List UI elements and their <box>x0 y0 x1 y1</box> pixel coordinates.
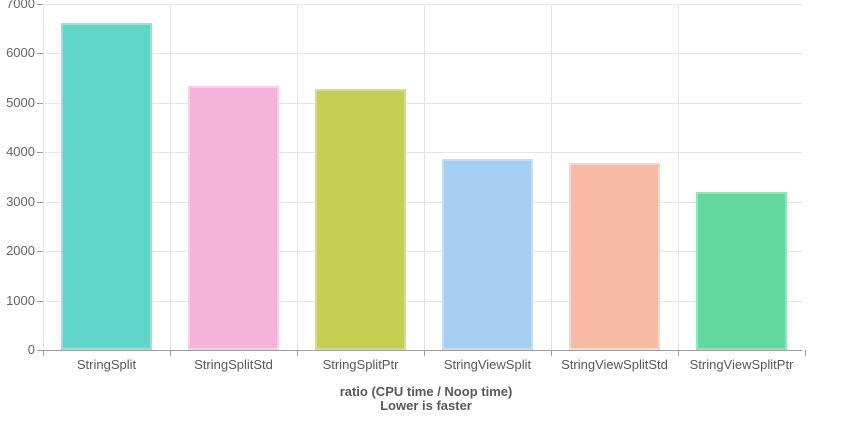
y-tick-mark <box>37 103 43 104</box>
x-tick-mark <box>551 350 552 356</box>
bar-stringsplit[interactable] <box>61 23 152 350</box>
y-tick-label: 4000 <box>6 144 35 159</box>
x-tick-mark <box>678 350 679 356</box>
bar-stringviewsplitptr[interactable] <box>696 192 787 350</box>
x-category-label-stringviewsplit: StringViewSplit <box>443 357 532 372</box>
horizontal-gridline <box>43 202 802 203</box>
x-axis-line <box>43 350 802 351</box>
x-tick-mark <box>424 350 425 356</box>
y-tick-label: 0 <box>27 342 35 357</box>
y-tick-mark <box>37 350 43 351</box>
horizontal-gridline <box>43 103 802 104</box>
horizontal-gridline <box>43 4 802 5</box>
y-tick-label: 3000 <box>6 194 35 209</box>
vertical-gridline <box>551 4 552 350</box>
y-tick-mark <box>37 4 43 5</box>
x-axis-title-line2: Lower is faster <box>380 398 472 413</box>
y-tick-mark <box>37 301 43 302</box>
x-tick-mark <box>170 350 171 356</box>
y-tick-mark <box>37 202 43 203</box>
vertical-gridline <box>297 4 298 350</box>
x-axis-title-line1: ratio (CPU time / Noop time) <box>339 384 513 399</box>
bar-stringviewsplit[interactable] <box>442 159 533 350</box>
x-tick-mark <box>805 350 806 356</box>
bar-stringsplitptr[interactable] <box>315 89 406 350</box>
vertical-gridline <box>424 4 425 350</box>
horizontal-gridline <box>43 53 802 54</box>
y-tick-mark <box>37 53 43 54</box>
horizontal-gridline <box>43 301 802 302</box>
y-tick-label: 7000 <box>6 0 35 11</box>
x-category-label-stringsplitstd: StringSplitStd <box>194 357 273 372</box>
bar-stringviewsplitstd[interactable] <box>569 163 660 350</box>
x-tick-mark <box>297 350 298 356</box>
y-tick-label: 1000 <box>6 293 35 308</box>
x-category-label-stringsplit: StringSplit <box>76 357 137 372</box>
vertical-gridline <box>170 4 171 350</box>
x-category-label-stringviewsplitstd: StringViewSplitStd <box>561 357 668 372</box>
x-category-label-stringviewsplitptr: StringViewSplitPtr <box>689 357 794 372</box>
bar-stringsplitstd[interactable] <box>188 86 279 350</box>
y-tick-label: 2000 <box>6 243 35 258</box>
y-axis-line <box>43 4 44 350</box>
x-category-label-stringsplitptr: StringSplitPtr <box>322 357 399 372</box>
horizontal-gridline <box>43 251 802 252</box>
y-tick-label: 6000 <box>6 45 35 60</box>
y-tick-mark <box>37 152 43 153</box>
vertical-gridline <box>678 4 679 350</box>
y-tick-label: 5000 <box>6 95 35 110</box>
x-tick-mark <box>43 350 44 356</box>
y-tick-mark <box>37 251 43 252</box>
horizontal-gridline <box>43 152 802 153</box>
